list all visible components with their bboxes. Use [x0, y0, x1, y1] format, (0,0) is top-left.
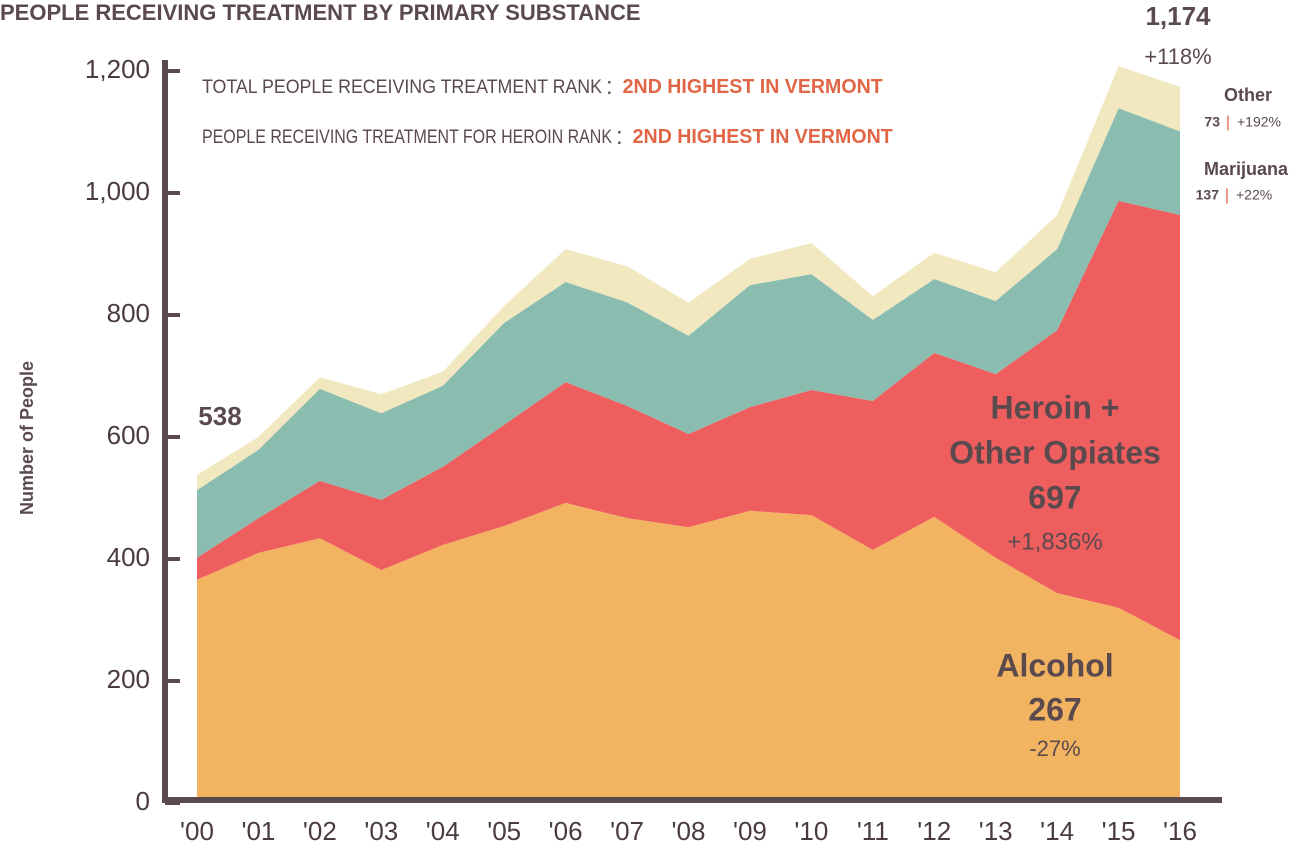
y-tick-label: 200: [107, 664, 150, 694]
annotation: +1,836%: [1007, 528, 1102, 555]
x-tick-label: '02: [303, 816, 337, 846]
annotation: 538: [198, 401, 241, 431]
x-tick-label: '08: [672, 816, 706, 846]
area: [197, 502, 1180, 803]
annotation: Other: [1224, 85, 1272, 105]
rank-text: TOTAL PEOPLE RECEIVING TREATMENT RANK: [202, 77, 602, 98]
annotation: |: [1225, 187, 1229, 204]
x-tick-label: '01: [241, 816, 275, 846]
chart-title: PEOPLE RECEIVING TREATMENT BY PRIMARY SU…: [0, 0, 641, 25]
annotation: |: [1226, 114, 1230, 131]
x-tick-label: '03: [364, 816, 398, 846]
rank-value: 2ND HIGHEST IN VERMONT: [633, 126, 893, 148]
annotation: Heroin +: [991, 389, 1120, 425]
x-tick-label: '14: [1040, 816, 1074, 846]
x-tick-label: '09: [733, 816, 767, 846]
x-tick-label: '06: [549, 816, 583, 846]
annotation: 137: [1196, 187, 1220, 203]
x-tick-label: '07: [610, 816, 644, 846]
x-tick-label: '10: [794, 816, 828, 846]
area: [197, 66, 1180, 491]
annotation: +192%: [1237, 114, 1281, 130]
x-tick-label: '11: [857, 816, 889, 846]
annotation: Marijuana: [1204, 159, 1289, 179]
rank-sep: :: [606, 73, 613, 100]
x-tick-label: '15: [1102, 816, 1136, 846]
y-axis-label: Number of People: [17, 361, 37, 515]
y-tick-label: 1,000: [85, 176, 150, 206]
rank-line: PEOPLE RECEIVING TREATMENT FOR HEROIN RA…: [202, 123, 893, 150]
overlay: TOTAL PEOPLE RECEIVING TREATMENT RANK:2N…: [162, 1, 1289, 805]
annotation: +22%: [1236, 187, 1272, 203]
x-tick-label: '05: [487, 816, 521, 846]
areas: [197, 66, 1180, 803]
y-tick-label: 1,200: [85, 54, 150, 84]
rank-text: PEOPLE RECEIVING TREATMENT FOR HEROIN RA…: [202, 127, 612, 148]
annotation: 73: [1204, 114, 1220, 130]
rank-value: 2ND HIGHEST IN VERMONT: [623, 76, 883, 98]
annotation: 697: [1028, 479, 1081, 515]
y-tick-label: 600: [107, 420, 150, 450]
annotation: 1,174: [1145, 1, 1211, 31]
x-tick-label: '12: [917, 816, 951, 846]
x-tick-label: '04: [426, 816, 460, 846]
y-tick-label: 800: [107, 298, 150, 328]
y-tick-label: 400: [107, 542, 150, 572]
x-tick-label: '00: [180, 816, 214, 846]
area: [197, 108, 1180, 558]
rank-line: TOTAL PEOPLE RECEIVING TREATMENT RANK:2N…: [202, 73, 883, 100]
annotation: Alcohol: [996, 647, 1113, 683]
annotation: Other Opiates: [949, 434, 1161, 470]
annotation: -27%: [1029, 736, 1080, 761]
annotation: +118%: [1144, 44, 1211, 69]
y-tick-label: 0: [136, 786, 150, 816]
rank-sep: :: [616, 123, 623, 150]
x-tick-label: '13: [979, 816, 1013, 846]
x-tick-label: '16: [1163, 816, 1197, 846]
area: [197, 200, 1180, 641]
annotation: 267: [1028, 691, 1081, 727]
